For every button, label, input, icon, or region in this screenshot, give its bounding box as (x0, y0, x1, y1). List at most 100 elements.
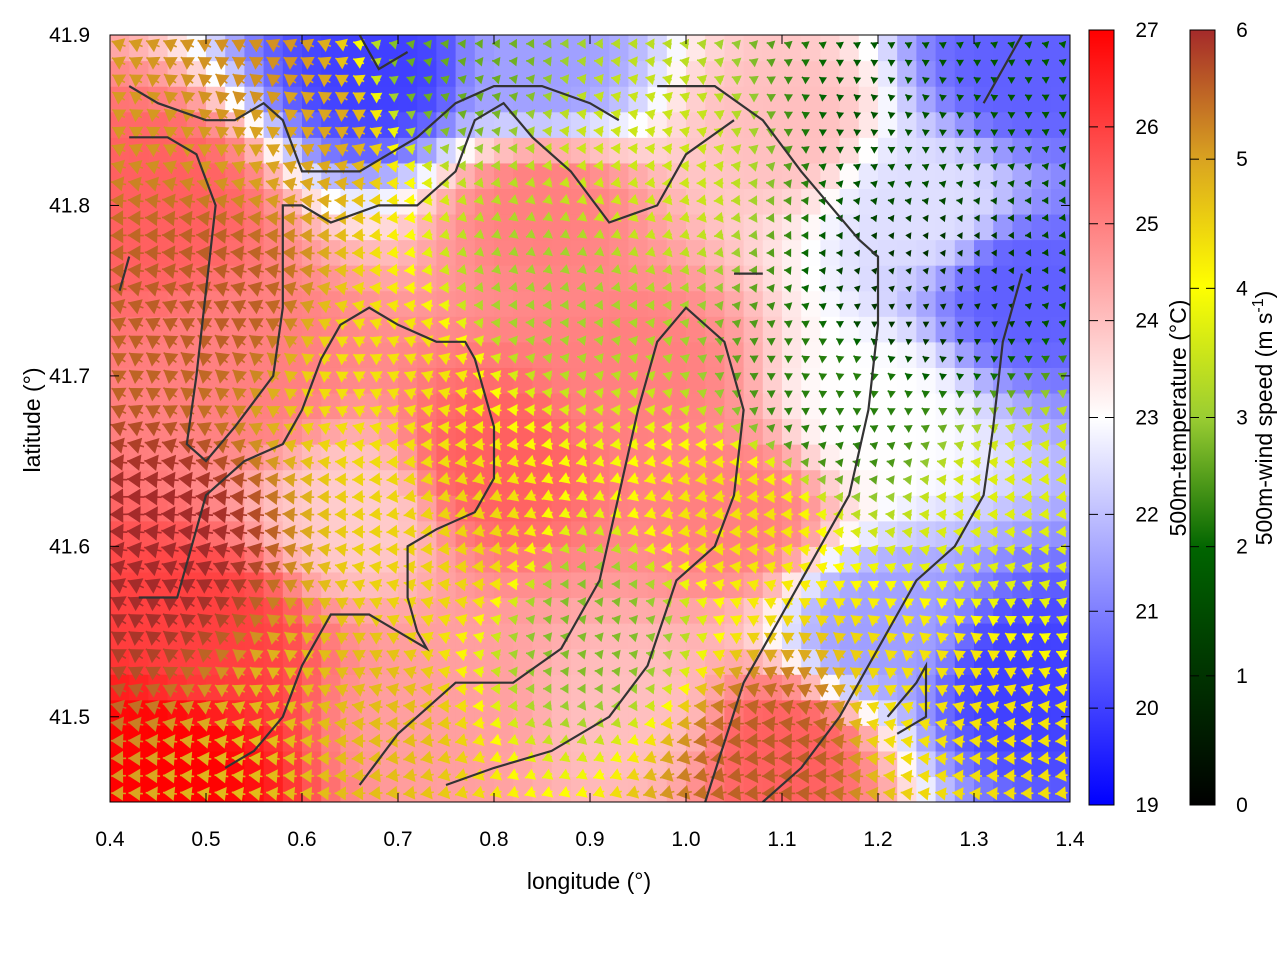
temperature-cell (474, 60, 495, 87)
temperature-cell (743, 418, 764, 445)
y-axis-label: latitude (°) (19, 367, 45, 472)
temperature-cell (782, 392, 802, 420)
temperature-cell (590, 597, 610, 624)
temperature-cell (474, 444, 495, 471)
temperature-cell (954, 341, 975, 368)
temperature-cell (417, 418, 437, 445)
y-tick-label: 41.9 (49, 24, 90, 47)
temperature-cell (647, 392, 668, 420)
temperature-cell (878, 367, 898, 394)
temperature-cell (820, 341, 841, 368)
temperature-cell (455, 35, 476, 62)
temperature-cell (935, 111, 956, 138)
temperature-cell (878, 520, 898, 547)
temperature-cell (570, 341, 591, 368)
temperature-cell (666, 469, 687, 496)
temperature-cell (820, 392, 841, 420)
temperature-cell (513, 469, 533, 496)
temperature-cell (532, 623, 553, 650)
temperature-cell (186, 571, 207, 599)
y-tick-label: 41.8 (49, 194, 90, 217)
temperature-cell (954, 35, 975, 62)
temperature-cell (897, 469, 917, 496)
temperature-cell (935, 188, 956, 215)
temperature-cell (666, 623, 687, 650)
temperature-cell (935, 367, 956, 394)
temperature-cell (1050, 162, 1070, 189)
temperature-cell (897, 60, 917, 87)
temperature-cell (1050, 60, 1070, 87)
temperature-cell (609, 597, 629, 624)
temperature-cell (513, 674, 533, 701)
temperature-cell (417, 35, 437, 62)
temperature-cell (878, 341, 898, 368)
temperature-cell (935, 213, 956, 241)
colorbar-tick-label: 4 (1236, 277, 1248, 300)
temperature-cell (897, 392, 917, 420)
temperature-cell (782, 341, 802, 368)
temperature-cell (916, 316, 937, 343)
x-tick-label: 0.9 (575, 828, 604, 851)
temperature-cell (782, 60, 802, 87)
temperature-cell (570, 60, 591, 87)
temperature-cell (935, 137, 956, 164)
temperature-cell (570, 469, 591, 496)
temperature-cell (340, 571, 361, 599)
temperature-cell (474, 35, 495, 62)
temperature-cell (398, 60, 418, 87)
x-tick-label: 1.4 (1055, 828, 1085, 851)
temperature-cell (1050, 86, 1070, 113)
wind-colorbar-label: 500m-wind speed (m s-1) (1250, 291, 1277, 546)
temperature-cell (820, 571, 841, 599)
temperature-cell (743, 367, 764, 394)
y-tick-label: 41.5 (49, 706, 90, 729)
temperature-cell (858, 35, 879, 62)
temperature-cell (954, 188, 975, 215)
temperature-cell (820, 444, 841, 471)
x-tick-label: 0.5 (191, 828, 220, 851)
temperature-cell (954, 623, 975, 650)
temperature-cell (494, 35, 514, 62)
temperature-cell (878, 86, 898, 113)
temperature-cell (1031, 162, 1052, 189)
temperature-cell (954, 60, 975, 87)
temperature-cell (302, 571, 322, 599)
temperature-cell (954, 776, 975, 802)
temperature-cell (666, 418, 687, 445)
temperature-cell (762, 392, 783, 420)
colorbar-tick-label: 24 (1135, 310, 1159, 333)
temperature-cell (935, 392, 956, 420)
temperature-cell (1050, 341, 1070, 368)
temperature-cell (1031, 265, 1052, 292)
temperature-cell (858, 86, 879, 113)
temperature-cell (551, 750, 572, 778)
temperature-cell (1050, 418, 1070, 445)
temperature-colorbar: 19 20 21 22 23 24 25 26 27 500m-temperature (°C) (1088, 19, 1191, 817)
temperature-cell (974, 341, 994, 368)
temperature-cell (993, 367, 1013, 394)
temperature-cell (878, 392, 898, 420)
temperature-cell (570, 444, 591, 471)
temperature-cell (455, 60, 476, 87)
temperature-cell (340, 674, 361, 701)
temperature-cell (1031, 60, 1052, 87)
temperature-cell (993, 86, 1013, 113)
temperature-cell (897, 35, 917, 62)
temperature-cell (1031, 111, 1052, 138)
temperature-cell (878, 111, 898, 138)
temperature-cell (935, 469, 956, 496)
temperature-cell (839, 367, 860, 394)
temperature-cell (954, 367, 975, 394)
temperature-cell (954, 162, 975, 189)
temperature-cell (1012, 520, 1033, 547)
temperature-cell (974, 35, 994, 62)
temperature-cell (244, 776, 265, 802)
temperature-cell (532, 725, 553, 752)
temperature-cell (974, 316, 994, 343)
temperature-cell (532, 571, 553, 599)
temperature-cell (417, 392, 437, 420)
temperature-cell (590, 35, 610, 62)
temperature-cell (609, 776, 629, 802)
colorbar-tick-label: 21 (1135, 600, 1158, 623)
colorbar-tick-label: 6 (1236, 19, 1248, 42)
